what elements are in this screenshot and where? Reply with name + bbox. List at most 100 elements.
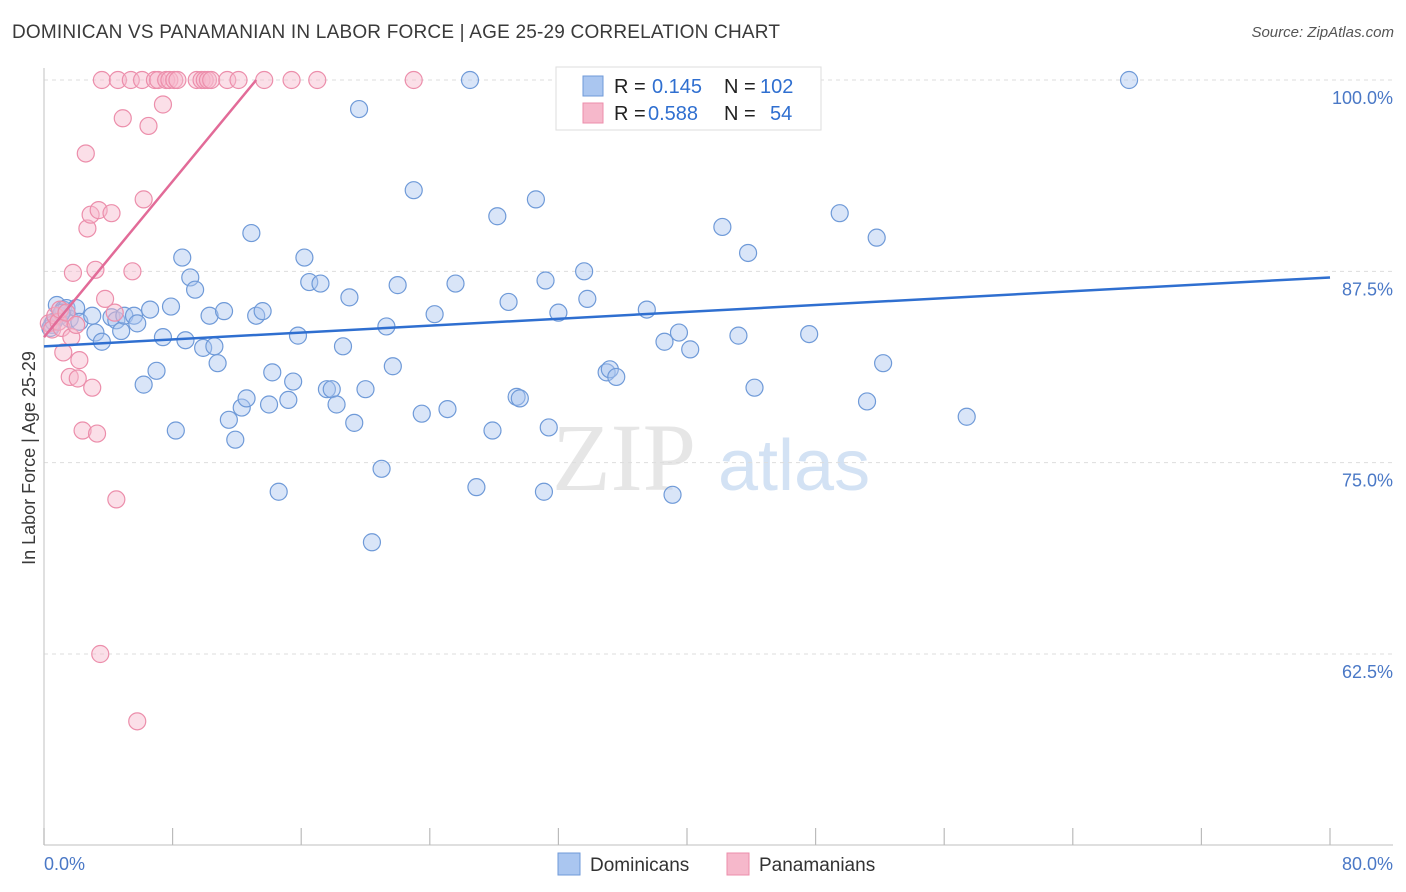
legend-swatch-blue [582, 75, 604, 97]
panamanian-point-31 [123, 262, 142, 281]
dominican-point-47 [311, 274, 330, 293]
dominican-point-42 [279, 390, 298, 410]
legend-r-label: R = [614, 76, 646, 98]
dominican-point-31 [214, 302, 234, 321]
dominican-point-17 [134, 375, 153, 394]
y-tick-label-2: 87.5% [1342, 279, 1393, 299]
y-tick-labels: 62.5% 75.0% 87.5% 100.0% [1332, 88, 1393, 682]
legend-n-value-pink: 54 [770, 103, 792, 125]
dominican-point-51 [333, 337, 353, 356]
dominican-point-98 [1119, 70, 1139, 90]
dominican-point-95 [867, 228, 886, 247]
series-legend: Dominicans Panamanians [557, 852, 875, 876]
panamanian-point-26 [105, 303, 124, 322]
dominican-point-30 [208, 354, 227, 373]
panamanian-point-51 [308, 70, 327, 90]
dominican-point-33 [226, 430, 245, 449]
dominican-point-57 [372, 459, 391, 478]
panamanian-point-48 [229, 70, 248, 90]
y-tick-label-3: 100.0% [1332, 88, 1393, 108]
panamanian-point-12 [68, 369, 87, 388]
panamanian-point-34 [139, 116, 158, 136]
legend-swatch-pink [582, 102, 604, 124]
panamanian-point-29 [113, 109, 132, 128]
dominican-point-19 [147, 361, 166, 380]
panamanian-point-41 [168, 70, 187, 90]
legend-dominicans-swatch [557, 852, 581, 876]
panamanian-point-32 [132, 70, 152, 90]
dominican-point-36 [242, 223, 261, 243]
dominican-point-79 [578, 289, 597, 308]
dominican-point-80 [597, 363, 616, 382]
dominican-point-56 [362, 533, 382, 552]
dominican-point-52 [340, 288, 359, 307]
dominican-point-22 [166, 421, 185, 440]
dominican-point-91 [738, 243, 758, 263]
panamanian-point-28 [108, 70, 128, 90]
dominican-point-16 [128, 314, 147, 333]
dominican-point-44 [288, 326, 308, 345]
panamanian-point-19 [86, 260, 105, 279]
panamanian-trend-line [43, 79, 258, 338]
dominican-point-61 [404, 181, 423, 200]
dominican-point-65 [446, 274, 465, 293]
dominican-point-54 [349, 99, 369, 119]
axes [43, 68, 1393, 846]
dominican-point-86 [669, 323, 689, 342]
panamanian-point-11 [67, 315, 86, 335]
panamanian-point-10 [63, 263, 83, 282]
legend-r-value-pink: 0.588 [648, 103, 698, 125]
dominican-point-34 [232, 398, 251, 417]
panamanian-point-18 [83, 378, 102, 397]
panamanian-point-53 [128, 712, 147, 731]
dominican-point-63 [425, 305, 444, 324]
dominican-point-8 [83, 306, 102, 325]
dominican-point-64 [438, 399, 457, 419]
dominican-point-88 [713, 217, 732, 237]
watermark-atlas: atlas [718, 426, 870, 506]
panamanian-point-50 [282, 70, 301, 90]
dominican-point-62 [412, 404, 431, 423]
dominican-point-13 [112, 321, 131, 341]
dominican-point-23 [173, 248, 192, 267]
dominican-point-70 [499, 292, 518, 312]
dominican-point-92 [800, 324, 819, 344]
gridlines [44, 79, 1393, 655]
dominican-point-89 [729, 326, 748, 345]
dominican-point-26 [186, 280, 205, 299]
dominican-point-38 [253, 302, 272, 321]
dominican-point-59 [383, 357, 402, 376]
dominican-point-78 [575, 262, 594, 281]
dominican-point-67 [467, 478, 486, 497]
dominican-point-96 [874, 354, 893, 373]
dominican-point-75 [536, 271, 555, 290]
dominican-point-20 [153, 328, 173, 347]
dominican-point-87 [681, 340, 700, 359]
dominican-point-66 [460, 70, 480, 90]
panamanian-point-6 [54, 343, 73, 362]
panamanian-point-52 [404, 70, 423, 90]
dominican-point-40 [263, 363, 282, 382]
x-tick-min: 0.0% [44, 854, 85, 874]
panamanian-point-20 [87, 424, 107, 443]
panamanian-point-13 [70, 351, 89, 370]
dominican-point-37 [247, 306, 266, 325]
panamanian-point-15 [76, 144, 95, 163]
panamanian-point-23 [92, 70, 111, 90]
dominican-point-93 [830, 204, 849, 223]
y-tick-label-0: 62.5% [1342, 662, 1393, 682]
x-tick-max: 80.0% [1342, 854, 1393, 874]
dominican-point-53 [345, 413, 364, 432]
dominican-point-41 [269, 482, 288, 501]
dominican-point-21 [161, 297, 181, 316]
panamanian-point-33 [134, 190, 153, 209]
dominican-point-90 [745, 378, 764, 397]
dominican-point-39 [259, 395, 279, 414]
dominican-point-85 [663, 485, 682, 504]
legend-r-value-blue: 0.145 [652, 76, 702, 98]
dominican-point-49 [322, 380, 341, 399]
dominican-point-74 [534, 482, 554, 501]
panamanian-point-14 [73, 421, 92, 440]
panamanian-point-27 [107, 490, 126, 509]
panamanian-point-22 [91, 644, 110, 664]
